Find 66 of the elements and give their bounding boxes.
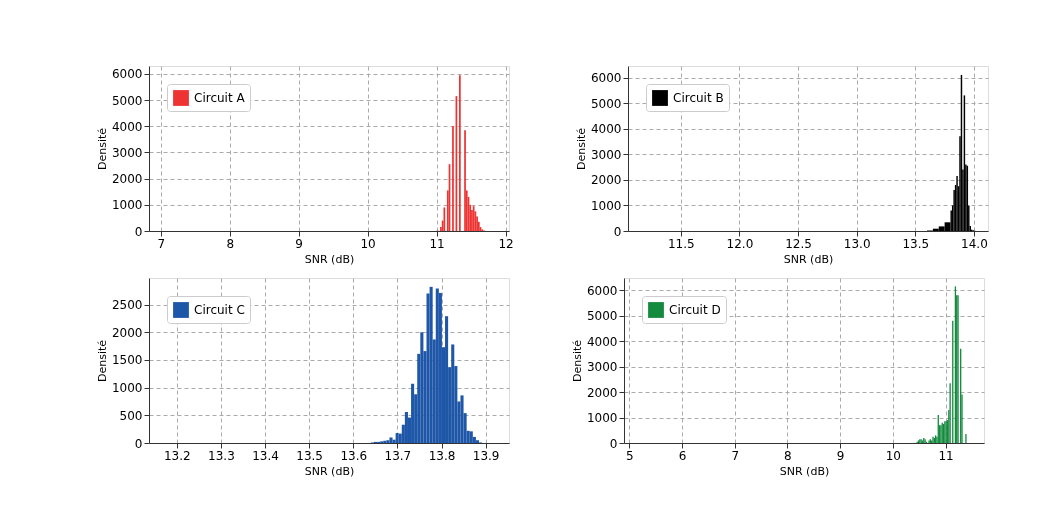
y-tick-label: 5000 xyxy=(590,96,622,111)
x-tick-label: 13.0 xyxy=(843,236,871,251)
y-tick-label: 4000 xyxy=(586,334,618,349)
y-tick-label: 2000 xyxy=(111,172,143,187)
x-axis-title: SNR (dB) xyxy=(304,464,355,478)
x-tick-label: 9 xyxy=(295,236,303,251)
y-axis-title: Densité xyxy=(574,127,588,171)
x-tick-label: 7 xyxy=(731,448,740,463)
y-axis-title: Densité xyxy=(95,127,109,171)
y-tick-label: 4000 xyxy=(590,122,622,137)
legend-label: Circuit D xyxy=(669,303,721,317)
y-axis-title: Densité xyxy=(570,339,584,383)
x-axis-title: SNR (dB) xyxy=(304,252,355,266)
x-tick-label: 10 xyxy=(885,448,901,463)
y-tick-label: 6000 xyxy=(111,67,143,82)
legend-label: Circuit B xyxy=(673,91,724,105)
x-tick-label: 13.2 xyxy=(163,448,191,463)
y-tick-label: 5000 xyxy=(586,309,618,324)
x-tick-label: 13.6 xyxy=(340,448,368,463)
x-tick-label: 9 xyxy=(836,448,845,463)
y-tick-label: 1000 xyxy=(586,411,618,426)
y-tick-label: 0 xyxy=(613,224,622,239)
x-tick-label: 12.5 xyxy=(785,236,812,251)
y-tick-label: 2000 xyxy=(590,173,622,188)
y-tick-label: 2000 xyxy=(586,385,618,400)
x-tick-label: 11 xyxy=(938,448,954,463)
y-tick-label: 2000 xyxy=(111,325,143,340)
x-tick-label: 13.5 xyxy=(296,448,324,463)
x-tick-label: 10 xyxy=(360,236,376,251)
x-tick-label: 13.5 xyxy=(902,236,930,251)
y-tick-label: 1000 xyxy=(111,198,143,213)
y-tick-label: 3000 xyxy=(590,147,622,162)
y-tick-label: 5000 xyxy=(111,93,143,108)
x-tick-label: 13.3 xyxy=(208,448,235,463)
y-tick-label: 1000 xyxy=(590,198,622,213)
x-tick-label: 6 xyxy=(678,448,687,463)
x-tick-label: 5 xyxy=(625,448,634,463)
x-tick-label: 11 xyxy=(429,236,445,251)
y-tick-label: 2500 xyxy=(111,298,143,313)
y-tick-label: 6000 xyxy=(586,283,618,298)
x-tick-label: 12.0 xyxy=(726,236,754,251)
y-tick-label: 0 xyxy=(609,436,618,451)
y-tick-label: 500 xyxy=(119,408,143,423)
x-tick-label: 13.7 xyxy=(384,448,412,463)
x-axis-title: SNR (dB) xyxy=(779,464,830,478)
x-tick-label: 14.0 xyxy=(961,236,988,251)
y-tick-label: 0 xyxy=(134,224,143,239)
y-tick-label: 0 xyxy=(134,436,143,451)
x-tick-label: 8 xyxy=(226,236,235,251)
x-axis-title: SNR (dB) xyxy=(783,252,834,266)
y-tick-label: 6000 xyxy=(590,71,622,86)
x-tick-label: 7 xyxy=(157,236,166,251)
x-tick-label: 13.9 xyxy=(472,448,500,463)
y-tick-label: 3000 xyxy=(111,145,143,160)
x-tick-label: 13.8 xyxy=(428,448,456,463)
y-tick-label: 1000 xyxy=(111,381,143,396)
y-tick-label: 1500 xyxy=(111,353,143,368)
y-tick-label: 4000 xyxy=(111,119,143,134)
legend-label: Circuit C xyxy=(194,303,245,317)
x-tick-label: 11.5 xyxy=(667,236,695,251)
y-tick-label: 3000 xyxy=(586,360,618,375)
legend-label: Circuit A xyxy=(194,91,246,105)
x-tick-label: 8 xyxy=(784,448,792,463)
x-tick-label: 13.4 xyxy=(252,448,279,463)
y-axis-title: Densité xyxy=(95,339,109,383)
x-tick-label: 12 xyxy=(498,236,514,251)
